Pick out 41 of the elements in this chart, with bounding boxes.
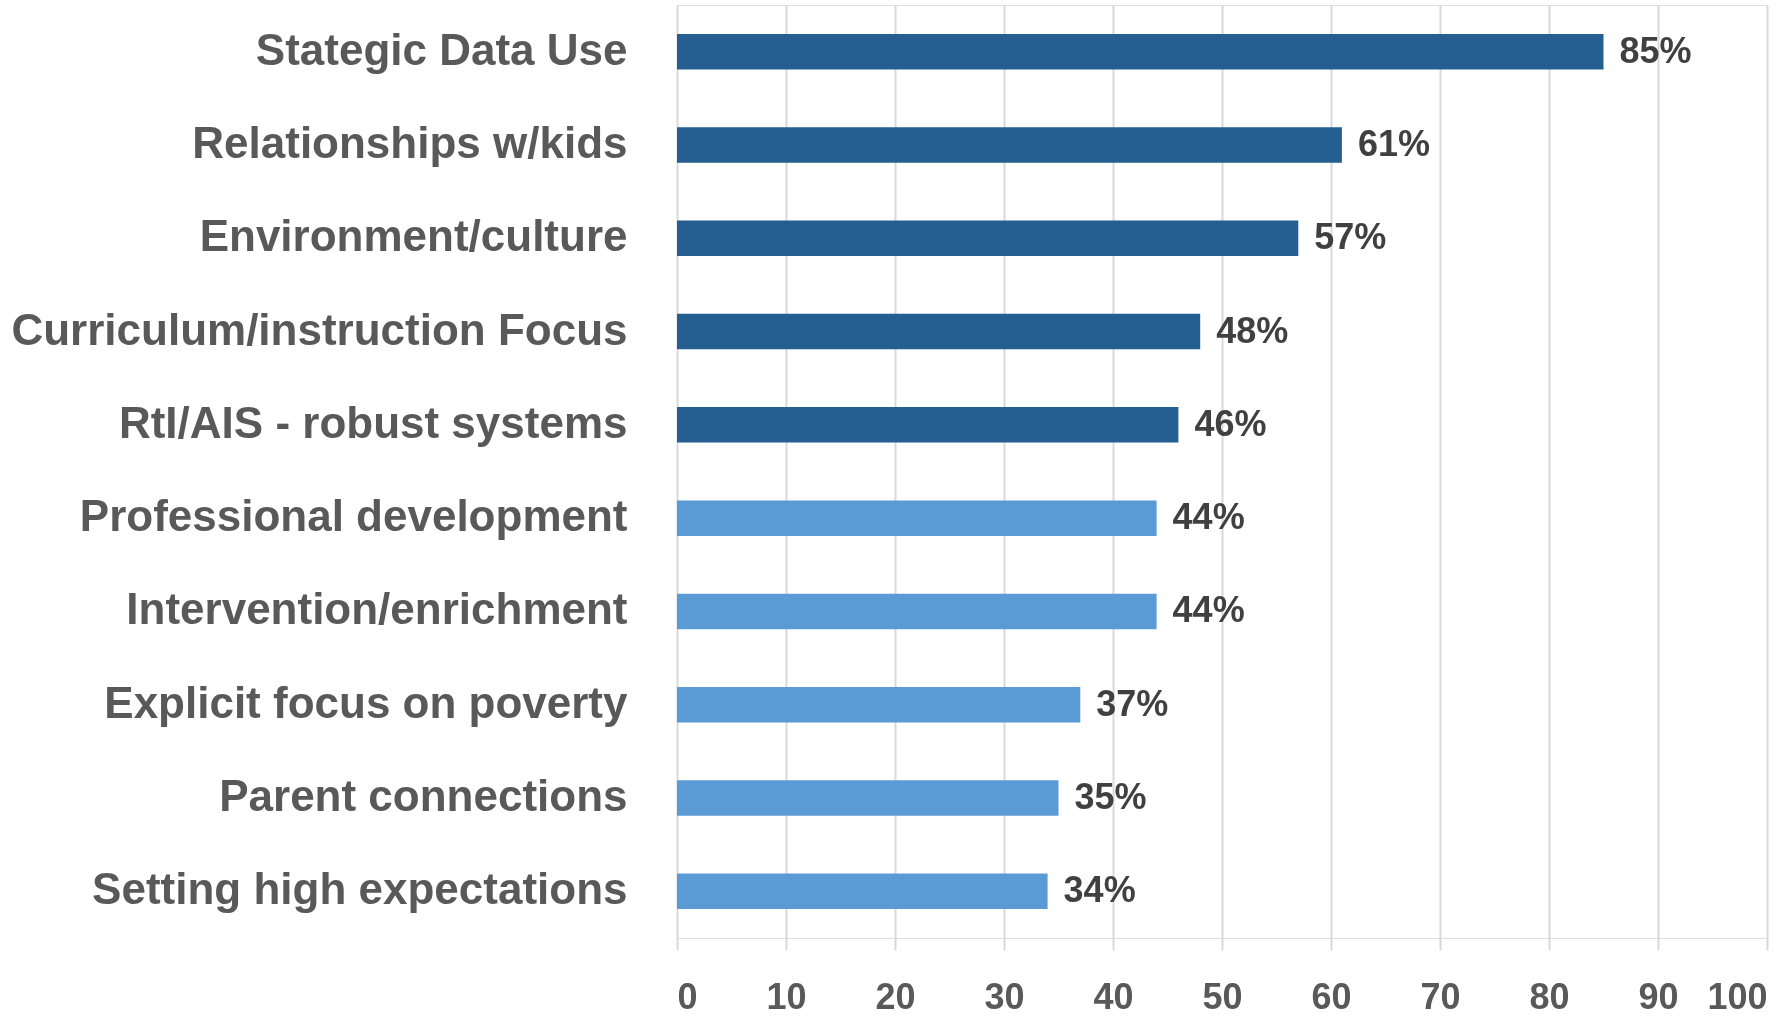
bar	[677, 593, 1157, 630]
y-tick-label: Stategic Data Use	[255, 24, 628, 74]
y-tick-label: Explicit focus on poverty	[104, 677, 629, 727]
bar	[677, 780, 1059, 816]
y-tick-label: Parent connections	[219, 771, 628, 821]
x-tick-label: 100	[1707, 975, 1768, 1017]
bar	[677, 873, 1048, 910]
data-label: 61%	[1357, 122, 1430, 164]
y-tick-label: Intervention/enrichment	[126, 584, 628, 634]
bar	[677, 407, 1179, 443]
bar	[677, 313, 1201, 350]
x-tick-label: 10	[766, 975, 807, 1017]
bar	[677, 500, 1157, 536]
x-tick-label: 70	[1420, 975, 1461, 1017]
x-tick-label: 80	[1529, 975, 1570, 1017]
x-tick-label: 0	[677, 975, 698, 1017]
bar	[677, 687, 1081, 723]
x-tick-label: 30	[984, 975, 1025, 1017]
data-label: 44%	[1172, 589, 1245, 631]
x-tick-label: 40	[1093, 975, 1134, 1017]
data-label: 34%	[1063, 869, 1136, 911]
y-tick-label: Professional development	[79, 491, 628, 541]
data-label: 48%	[1216, 309, 1289, 351]
y-tick-label: RtI/AIS - robust systems	[118, 397, 628, 447]
data-label: 57%	[1314, 216, 1387, 258]
y-tick-label: Setting high expectations	[92, 864, 628, 914]
y-tick-label: Environment/culture	[199, 211, 628, 261]
y-tick-label: Curriculum/instruction Focus	[11, 304, 628, 354]
bar	[677, 127, 1342, 163]
data-label: 35%	[1074, 776, 1147, 818]
bar	[677, 33, 1604, 70]
x-tick-label: 90	[1638, 975, 1679, 1017]
data-label: 46%	[1194, 402, 1267, 444]
y-tick-label: Relationships w/kids	[192, 117, 628, 167]
x-tick-label: 50	[1202, 975, 1243, 1017]
bar	[677, 220, 1299, 256]
data-label: 85%	[1619, 29, 1692, 71]
data-label: 44%	[1172, 496, 1245, 538]
x-tick-label: 60	[1311, 975, 1352, 1017]
x-tick-label: 20	[875, 975, 916, 1017]
data-label: 37%	[1096, 682, 1169, 724]
